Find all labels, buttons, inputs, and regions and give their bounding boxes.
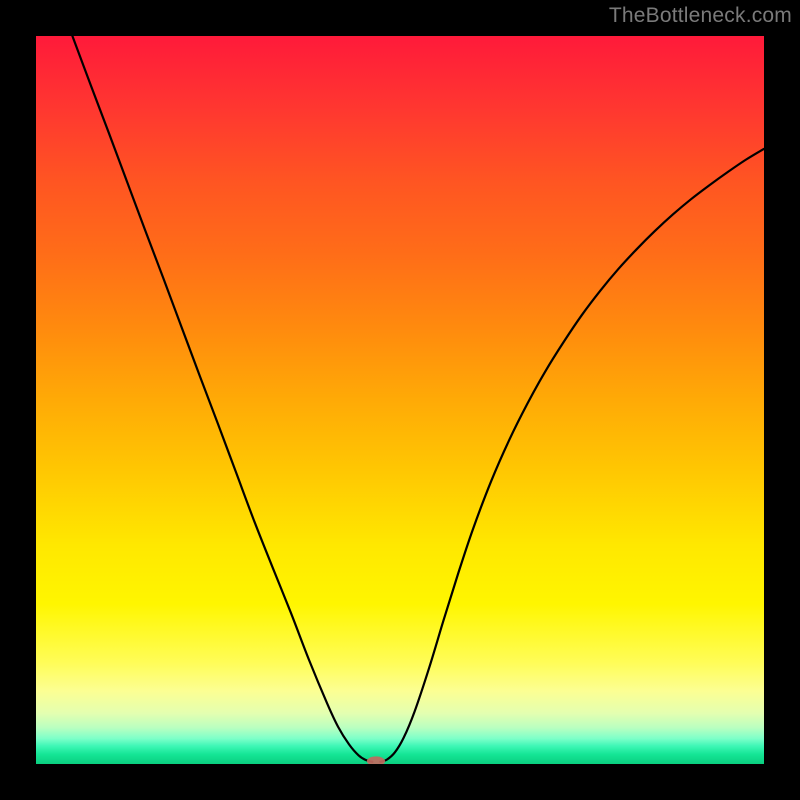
bottleneck-chart: [36, 36, 764, 764]
watermark-text: TheBottleneck.com: [609, 4, 792, 28]
chart-container: TheBottleneck.com: [0, 0, 800, 800]
plot-area: [36, 36, 764, 764]
